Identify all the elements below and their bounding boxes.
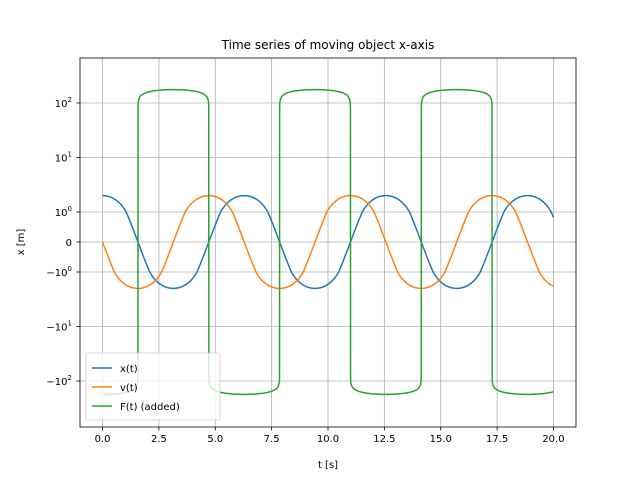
y-tick-label: −101: [46, 320, 72, 334]
y-tick-label: −102: [46, 374, 72, 388]
x-tick-label: 20.0: [542, 434, 564, 445]
legend-label: v(t): [120, 383, 138, 394]
y-tick-label: 101: [55, 151, 72, 165]
series-line-0: [102, 194, 555, 290]
x-axis: 0.0 2.5 5.0 7.5 10.0 12.5 15.0 17.5 20.0: [95, 427, 565, 445]
legend-label: x(t): [120, 364, 138, 375]
x-tick-label: 15.0: [430, 434, 452, 445]
series-layer: [101, 88, 555, 396]
y-tick-label: 100: [55, 205, 72, 219]
x-tick-label: 2.5: [151, 434, 167, 445]
y-tick-label: −100: [46, 265, 72, 279]
legend-box: [85, 352, 221, 421]
y-tick-label: 0: [66, 238, 72, 249]
grid: [80, 58, 576, 427]
y-tick-label: 102: [55, 96, 72, 110]
series-line-2: [102, 88, 554, 396]
x-tick-label: 10.0: [317, 434, 339, 445]
y-axis-label: x [m]: [16, 229, 27, 256]
x-tick-label: 0.0: [95, 434, 111, 445]
chart-title: Time series of moving object x-axis: [221, 38, 435, 52]
x-tick-label: 7.5: [264, 434, 280, 445]
y-axis: −102 −101 −100 0 100 101 102: [46, 96, 80, 388]
x-tick-label: 17.5: [486, 434, 508, 445]
x-tick-label: 12.5: [373, 434, 395, 445]
series-line-1: [101, 194, 554, 290]
legend: x(t) v(t) F(t) (added): [85, 352, 221, 421]
x-tick-label: 5.0: [207, 434, 223, 445]
legend-label: F(t) (added): [120, 402, 180, 413]
x-axis-label: t [s]: [318, 460, 338, 471]
